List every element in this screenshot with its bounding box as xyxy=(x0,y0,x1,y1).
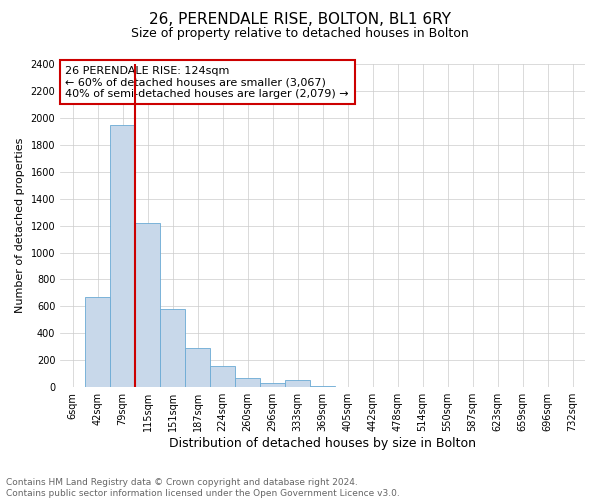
Text: 26 PERENDALE RISE: 124sqm
← 60% of detached houses are smaller (3,067)
40% of se: 26 PERENDALE RISE: 124sqm ← 60% of detac… xyxy=(65,66,349,99)
Bar xyxy=(160,309,185,387)
X-axis label: Distribution of detached houses by size in Bolton: Distribution of detached houses by size … xyxy=(169,437,476,450)
Bar xyxy=(335,386,360,387)
Bar xyxy=(310,386,335,387)
Text: 26, PERENDALE RISE, BOLTON, BL1 6RY: 26, PERENDALE RISE, BOLTON, BL1 6RY xyxy=(149,12,451,28)
Text: Contains HM Land Registry data © Crown copyright and database right 2024.
Contai: Contains HM Land Registry data © Crown c… xyxy=(6,478,400,498)
Bar xyxy=(285,380,310,387)
Bar xyxy=(260,383,285,387)
Bar xyxy=(135,223,160,387)
Bar xyxy=(85,297,110,387)
Y-axis label: Number of detached properties: Number of detached properties xyxy=(15,138,25,314)
Text: Size of property relative to detached houses in Bolton: Size of property relative to detached ho… xyxy=(131,28,469,40)
Bar xyxy=(185,348,210,387)
Bar xyxy=(110,124,135,387)
Bar xyxy=(210,366,235,387)
Bar xyxy=(235,378,260,387)
